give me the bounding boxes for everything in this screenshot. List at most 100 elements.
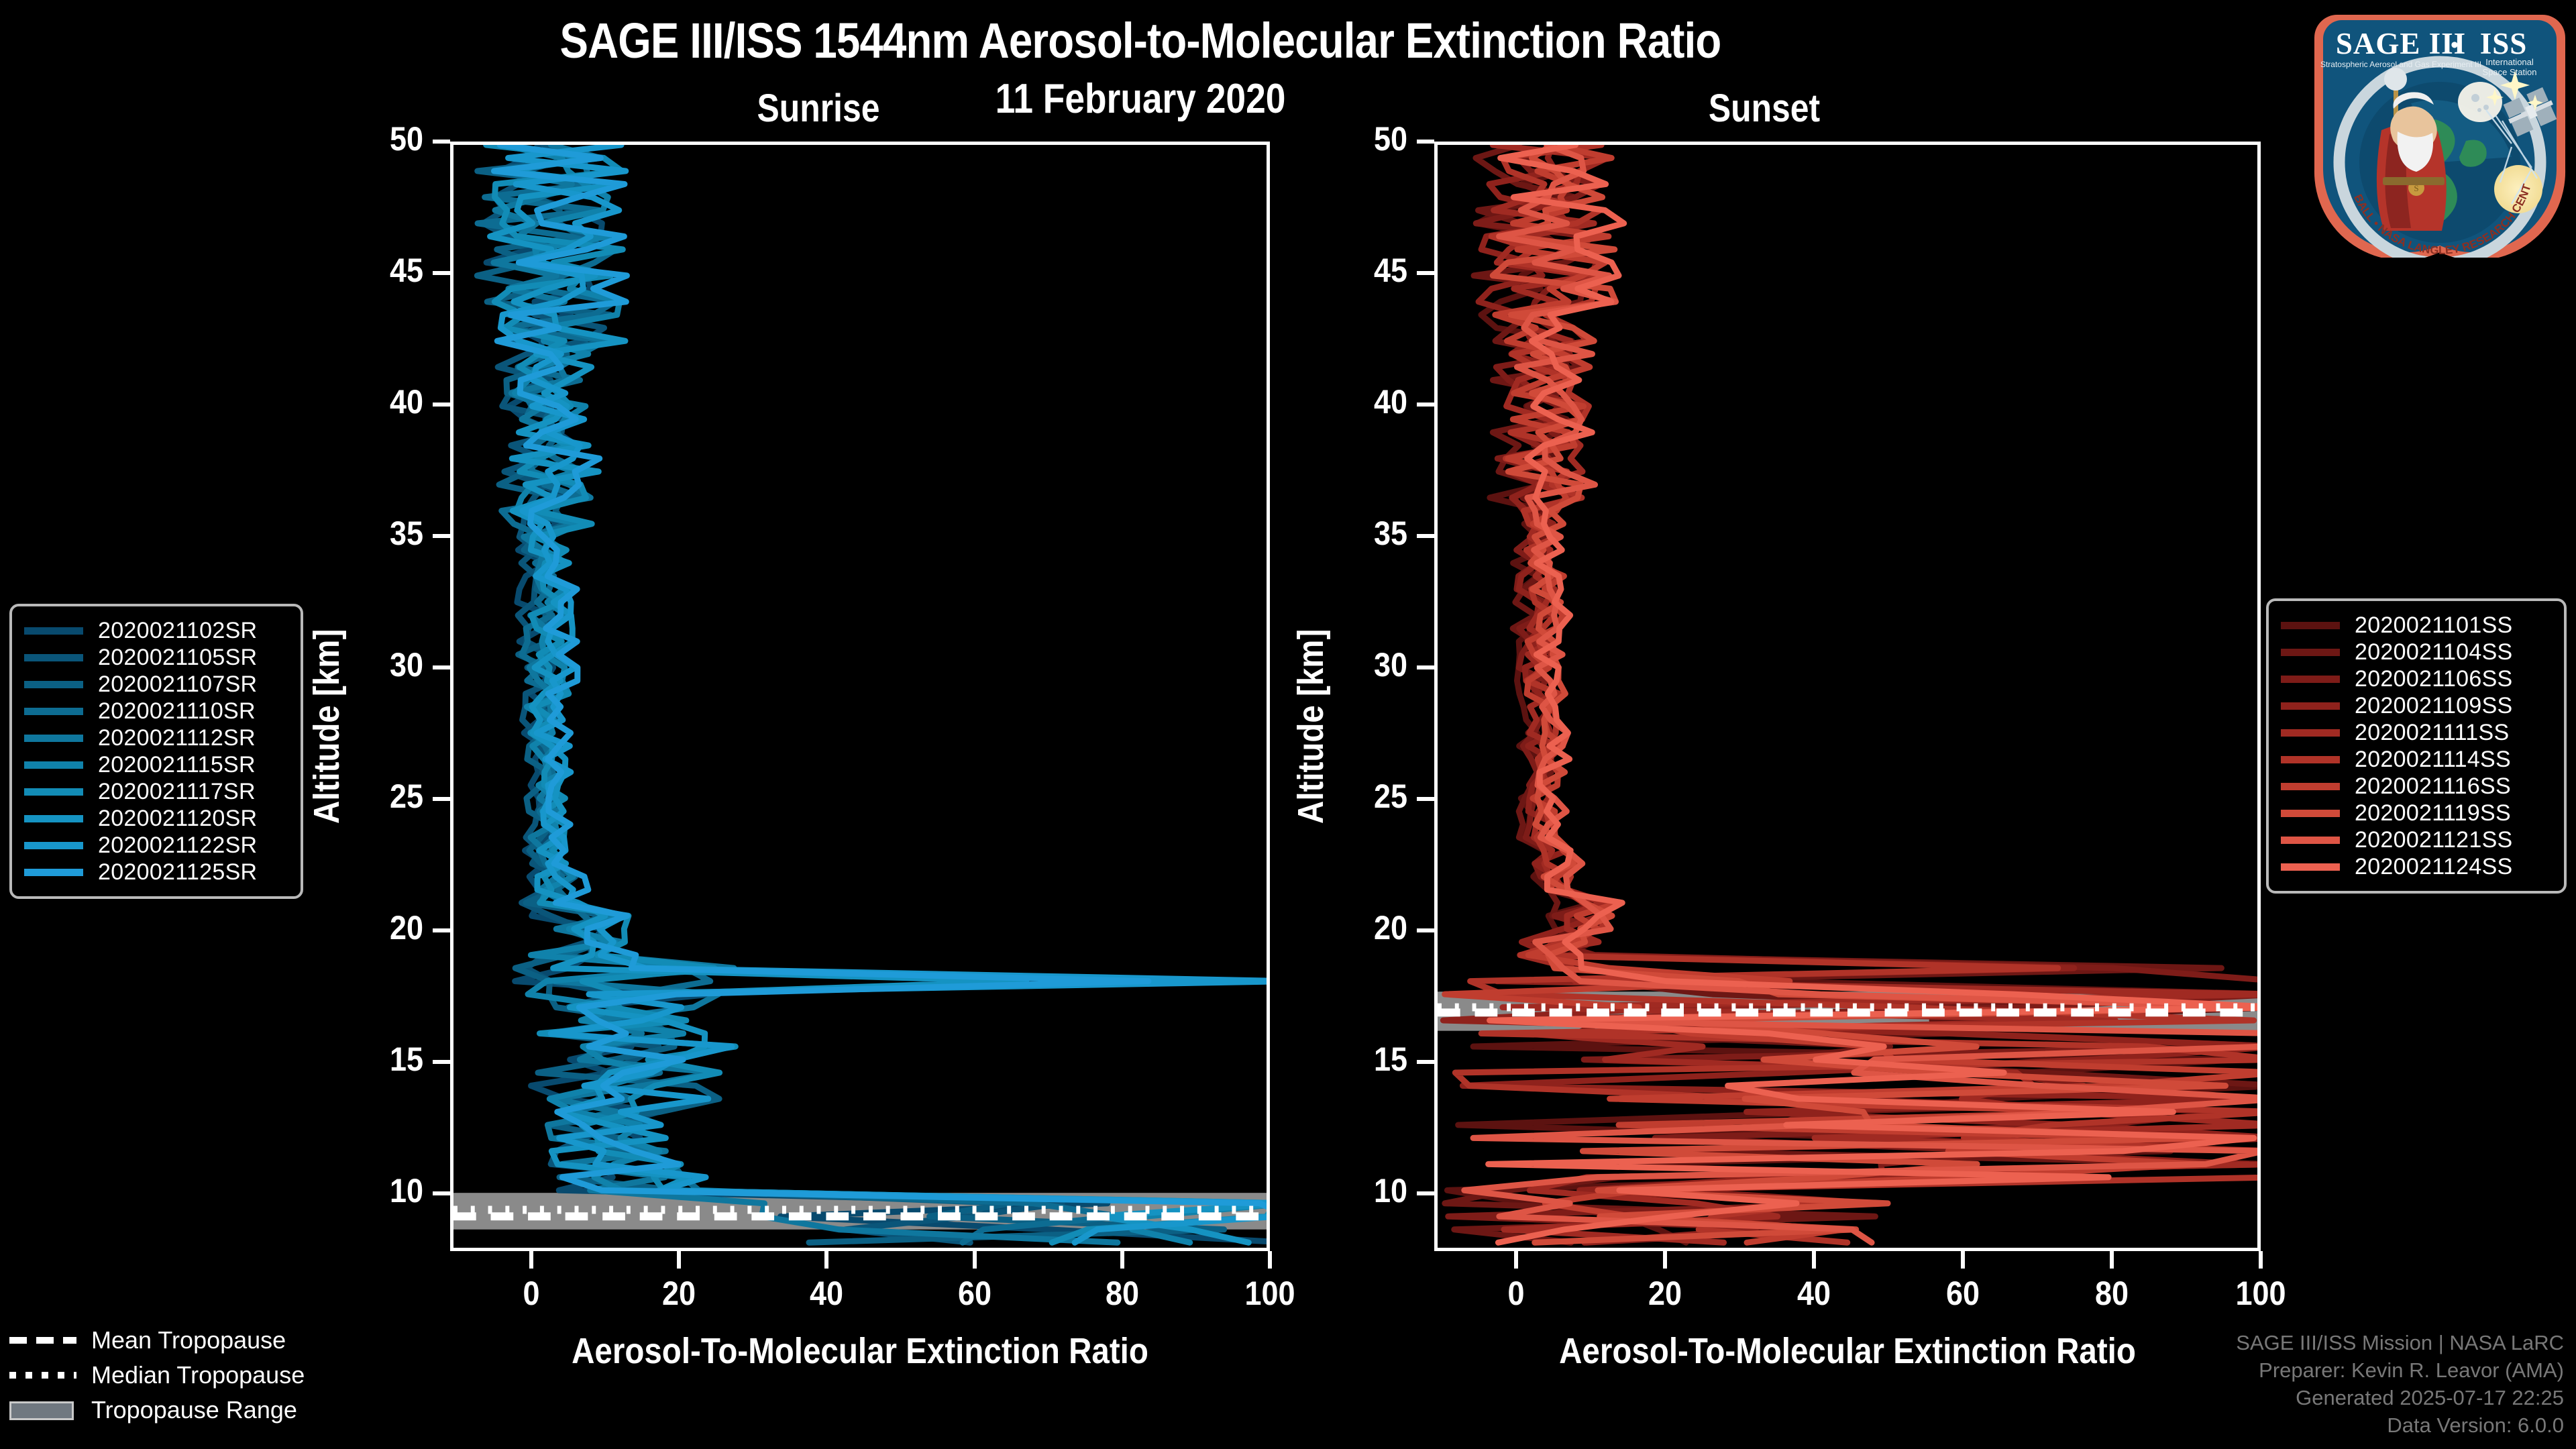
sunrise-y-tick [433,1191,450,1195]
legend-series-label: 2020021104SS [2355,639,2513,665]
sunrise-y-tick-label: 35 [389,514,423,552]
sunrise-profiles [453,145,1267,1246]
tropopause-legend: Mean Tropopause Median Tropopause Tropop… [9,1323,305,1428]
legend-item[interactable]: 2020021111SS [2281,720,2552,745]
legend-color-swatch [24,788,83,796]
sunset-y-tick-label: 40 [1373,382,1407,421]
legend-series-label: 2020021110SR [98,698,256,724]
sunrise-x-tick-label: 80 [1105,1275,1139,1312]
sunset-legend[interactable]: 2020021101SS 2020021104SS 2020021106SS 2020… [2266,598,2567,894]
legend-item[interactable]: 2020021121SS [2281,826,2552,853]
sunset-x-tick [1812,1251,1817,1269]
legend-item[interactable]: 2020021119SS [2281,800,2552,826]
legend-color-swatch [2281,836,2340,844]
legend-item-median-tropopause: Median Tropopause [9,1358,305,1393]
legend-item[interactable]: 2020021105SR [24,645,288,670]
legend-item-mean-tropopause: Mean Tropopause [9,1323,305,1358]
profile-line [480,145,1065,1246]
legend-item[interactable]: 2020021125SR [24,859,288,885]
svg-text:International: International [2485,57,2534,67]
legend-item[interactable]: 2020021109SS [2281,693,2552,718]
legend-color-swatch [2281,863,2340,871]
filled-band-icon [9,1400,76,1420]
sunrise-y-axis-title: Altitude [km] [307,629,347,824]
legend-series-label: 2020021101SS [2355,612,2513,638]
dashed-line-icon [9,1330,76,1350]
legend-item[interactable]: 2020021102SR [24,618,288,643]
legend-series-label: 2020021114SS [2355,746,2512,772]
legend-series-label: 2020021122SR [98,832,258,858]
credits-line-mission: SAGE III/ISS Mission | NASA LaRC [2236,1331,2564,1355]
sunrise-x-tick-label: 40 [810,1275,844,1312]
sunrise-y-tick-label: 25 [389,777,423,815]
sunrise-x-tick [1120,1251,1124,1269]
credits-line-preparer: Preparer: Kevin R. Leavor (AMA) [2259,1358,2564,1383]
sunset-y-tick-label: 35 [1373,514,1407,552]
sunrise-y-tick [433,402,450,407]
legend-series-label: 2020021111SS [2355,719,2510,745]
sunset-x-tick-label: 20 [1648,1275,1682,1312]
legend-series-label: 2020021124SS [2355,853,2513,879]
dotted-line-icon [9,1365,76,1385]
legend-item[interactable]: 2020021114SS [2281,746,2552,772]
sunrise-y-tick-label: 10 [389,1171,423,1210]
sunrise-y-tick [433,796,450,801]
sunrise-legend[interactable]: 2020021102SR 2020021105SR 2020021107SR 2020… [9,604,303,899]
credits-line-version: Data Version: 6.0.0 [2387,1413,2564,1438]
sunset-y-tick [1417,928,1434,932]
legend-color-swatch [2281,809,2340,817]
legend-series-label: 2020021106SS [2355,665,2513,692]
svg-text:SAGE III: SAGE III [2336,27,2466,60]
sunset-y-axis-title: Altitude [km] [1291,629,1331,824]
sunset-plot-area [1438,145,2257,1248]
credits-line-generated: Generated 2025-07-17 22:25 [2296,1386,2564,1410]
sunrise-y-tick [433,270,450,275]
legend-series-label: 2020021119SS [2355,800,2512,826]
legend-item[interactable]: 2020021107SR [24,671,288,697]
sunrise-y-tick-label: 15 [389,1040,423,1078]
profile-line [490,145,1267,1210]
legend-series-label: 2020021107SR [98,671,258,697]
legend-item[interactable]: 2020021101SS [2281,612,2552,638]
sunrise-y-tick [433,928,450,932]
legend-item[interactable]: 2020021117SR [24,779,288,804]
legend-item[interactable]: 2020021112SR [24,724,288,751]
sunset-x-tick-label: 0 [1507,1275,1525,1312]
legend-item[interactable]: 2020021122SR [24,832,288,858]
sunrise-x-tick-label: 100 [1244,1275,1295,1312]
legend-color-swatch [24,734,83,742]
legend-color-swatch [24,841,83,849]
sunset-y-tick-label: 10 [1373,1171,1407,1210]
sunset-y-tick-label: 50 [1373,120,1407,158]
legend-item[interactable]: 2020021110SR [24,698,288,724]
sunrise-x-axis-title: Aerosol-To-Molecular Extinction Ratio [572,1331,1148,1371]
legend-item[interactable]: 2020021120SR [24,806,288,831]
sunset-plot-frame [1434,142,2261,1251]
legend-item[interactable]: 2020021116SS [2281,773,2552,799]
sunrise-plot-area [453,145,1267,1248]
sunrise-x-tick-label: 60 [957,1275,991,1312]
legend-color-swatch [2281,782,2340,790]
legend-item[interactable]: 2020021124SS [2281,853,2552,879]
sunrise-y-tick-label: 45 [389,251,423,289]
legend-series-label: 2020021121SS [2355,826,2513,853]
legend-color-swatch [24,868,83,876]
legend-series-label: 2020021112SR [98,724,256,751]
legend-color-swatch [24,761,83,769]
sunset-panel-label: Sunset [1708,87,1821,130]
legend-color-swatch [24,707,83,715]
sunset-y-tick-label: 45 [1373,251,1407,289]
sunset-y-tick [1417,140,1434,144]
svg-text:Stratospheric Aerosol and Gas: Stratospheric Aerosol and Gas Experiment… [2320,60,2481,69]
legend-item[interactable]: 2020021104SS [2281,639,2552,665]
page-title: SAGE III/ISS 1544nm Aerosol-to-Molecular… [559,13,1722,68]
sunset-profiles [1438,145,2257,1246]
sunset-y-tick-label: 15 [1373,1040,1407,1078]
sunrise-x-tick [1268,1251,1272,1269]
legend-series-label: 2020021125SR [98,859,258,885]
sunset-x-tick-label: 100 [2235,1275,2286,1312]
legend-item[interactable]: 2020021115SR [24,752,288,777]
legend-item[interactable]: 2020021106SS [2281,665,2552,692]
sunset-y-tick [1417,665,1434,669]
mean-tropopause-label: Mean Tropopause [91,1326,286,1354]
